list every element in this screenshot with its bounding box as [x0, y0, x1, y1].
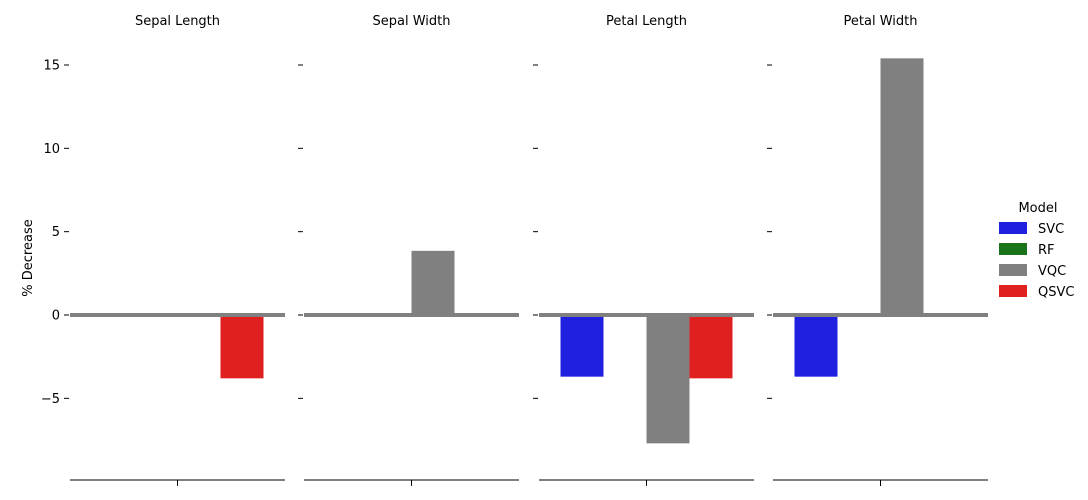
legend-label-rf: RF — [1038, 243, 1055, 258]
y-tick-label: 15 — [43, 59, 60, 74]
legend-swatch-qsvc — [999, 285, 1027, 297]
bar-svc — [560, 315, 604, 377]
legend: Model SVC RF VQC QSVC — [999, 201, 1074, 300]
bar-qsvc — [220, 315, 264, 379]
legend-swatch-vqc — [999, 264, 1027, 276]
y-tick-label: 5 — [52, 225, 60, 240]
y-tick-label: 10 — [43, 142, 60, 157]
bar-vqc — [646, 315, 690, 444]
bar-vqc — [880, 58, 924, 315]
facet-sepal-length: Sepal Length 15 10 5 0 −5 — [41, 14, 285, 486]
facet-title: Sepal Length — [135, 14, 220, 29]
y-tick-label: 0 — [52, 309, 60, 324]
facet-title: Petal Length — [606, 14, 687, 29]
bar-qsvc — [689, 315, 733, 379]
facet-petal-width: Petal Width — [767, 14, 988, 486]
legend-title: Model — [1018, 201, 1057, 216]
facet-title: Sepal Width — [373, 14, 451, 29]
y-tick-label: −5 — [41, 392, 60, 407]
facet-panels: Sepal Length 15 10 5 0 −5 Sepal Width Petal Len… — [41, 14, 988, 486]
legend-label-vqc: VQC — [1038, 264, 1066, 279]
facet-title: Petal Width — [844, 14, 918, 29]
legend-swatch-svc — [999, 222, 1027, 234]
legend-label-qsvc: QSVC — [1038, 285, 1074, 300]
facet-sepal-width: Sepal Width — [298, 14, 519, 486]
facet-petal-length: Petal Length — [533, 14, 754, 486]
legend-label-svc: SVC — [1038, 222, 1064, 237]
legend-swatch-rf — [999, 243, 1027, 255]
bar-vqc — [411, 250, 455, 315]
bar-svc — [794, 315, 838, 377]
y-axis-label: % Decrease — [21, 219, 36, 296]
